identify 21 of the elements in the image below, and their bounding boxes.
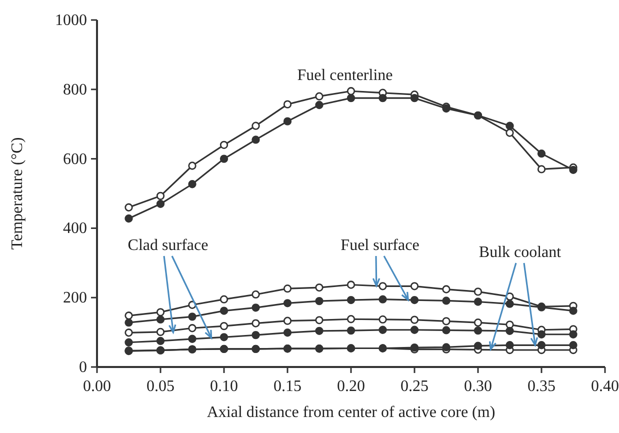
x-tick-label: 0.05: [146, 378, 174, 395]
x-tick-label: 0.25: [400, 378, 428, 395]
x-axis-title: Axial distance from center of active core (m): [206, 404, 496, 421]
annotation: Clad surface: [128, 237, 208, 254]
y-tick-label: 1000: [55, 12, 87, 29]
x-tick-label: 0.35: [528, 378, 556, 395]
y-axis-title: Temperature (°C): [9, 137, 26, 250]
x-tick-label: 0.10: [210, 378, 238, 395]
x-tick-label: 0.15: [274, 378, 302, 395]
annotation: Fuel centerline: [297, 67, 393, 84]
x-tick-label: 0.30: [464, 378, 492, 395]
x-tick-label: 0.00: [83, 378, 111, 395]
y-tick-label: 400: [63, 220, 87, 238]
y-tick-label: 800: [63, 81, 87, 98]
y-tick-label: 200: [63, 290, 87, 307]
annotation: Bulk coolant: [478, 244, 562, 261]
annotation: Fuel surface: [340, 237, 420, 254]
x-tick-label: 0.40: [591, 378, 619, 395]
x-tick-label: 0.20: [337, 378, 365, 395]
y-tick-label: 600: [63, 150, 87, 168]
y-tick-label: 0: [79, 359, 87, 376]
